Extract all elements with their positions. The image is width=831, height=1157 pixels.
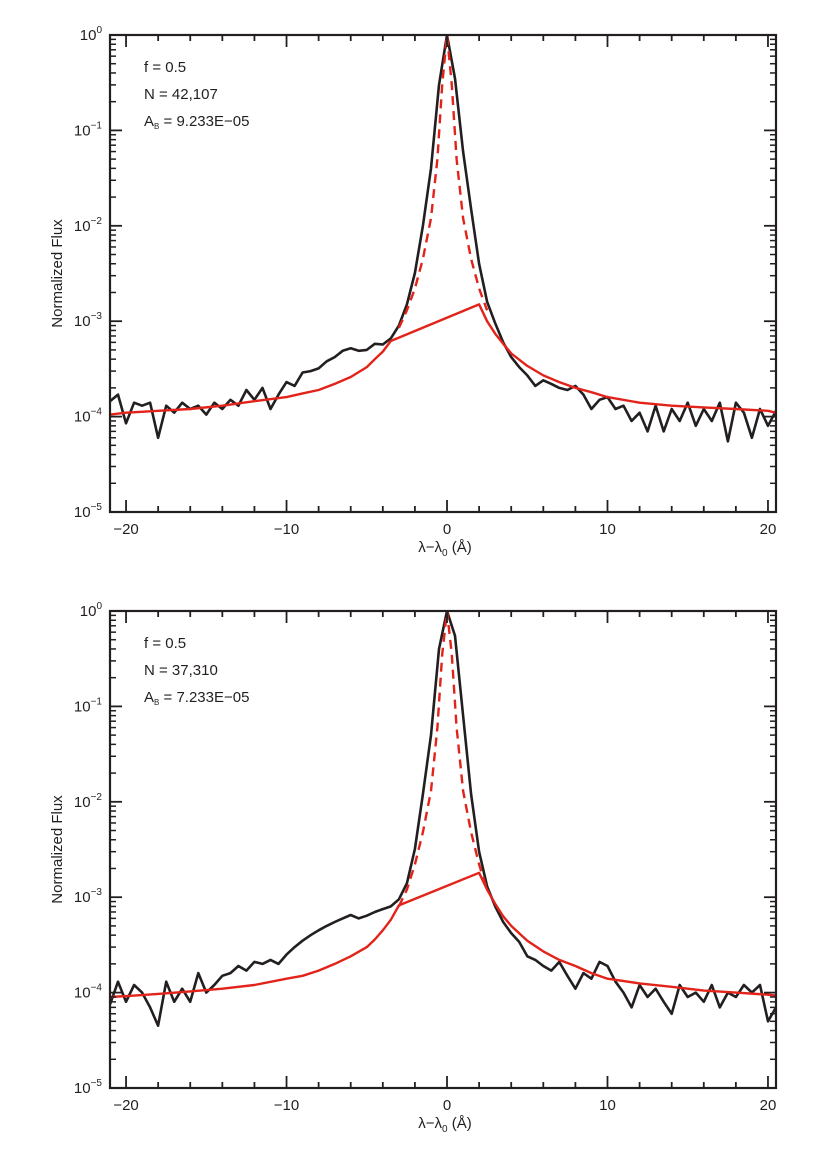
y-tick-label: 100 <box>80 601 103 620</box>
x-tick-label: −20 <box>113 521 138 538</box>
annotation-text: f = 0.5 <box>144 59 186 76</box>
y-tick-label: 10−1 <box>74 696 103 715</box>
x-tick-label: 10 <box>599 1097 616 1114</box>
annotation-text: AB = 9.233E−05 <box>144 113 249 131</box>
y-tick-label: 100 <box>80 25 103 44</box>
y-tick-label: 10−5 <box>74 502 103 521</box>
y-axis-title: Normalized Flux <box>49 219 66 328</box>
x-tick-label: 0 <box>443 521 451 538</box>
observed-flux-line <box>110 35 776 443</box>
x-tick-label: −10 <box>274 1097 299 1114</box>
y-tick-label: 10−5 <box>74 1078 103 1097</box>
x-axis-title: λ−λ0 (Å) <box>418 1115 472 1135</box>
annotation-text: f = 0.5 <box>144 635 186 652</box>
y-tick-label: 10−4 <box>74 407 103 426</box>
observed-flux-line <box>110 611 776 1027</box>
y-tick-label: 10−2 <box>74 216 103 235</box>
x-tick-label: 0 <box>443 1097 451 1114</box>
plot-frame <box>108 609 778 1090</box>
y-tick-label: 10−3 <box>74 887 103 906</box>
annotation-text: N = 37,310 <box>144 662 218 679</box>
plot-frame <box>108 33 778 514</box>
x-tick-label: 10 <box>599 521 616 538</box>
series-group <box>110 611 776 1027</box>
annotation-text: AB = 7.233E−05 <box>144 689 249 707</box>
y-tick-label: 10−4 <box>74 983 103 1002</box>
model-core-dashed-line <box>397 35 489 329</box>
y-tick-label: 10−2 <box>74 792 103 811</box>
bottom-spectrum-plot: −20 −10 0 10 20 10−5 10−4 10−3 10−2 10−1 100 λ−λ0 (… <box>49 601 778 1135</box>
x-tick-label: −10 <box>274 521 299 538</box>
y-tick-label: 10−3 <box>74 311 103 330</box>
model-fit-line <box>110 303 776 416</box>
model-fit-line <box>110 871 776 999</box>
model-core-dashed-line <box>397 611 489 907</box>
x-tick-label: 20 <box>760 1097 777 1114</box>
x-axis-title: λ−λ0 (Å) <box>418 539 472 559</box>
x-tick-label: −20 <box>113 1097 138 1114</box>
series-group <box>110 35 776 443</box>
annotation-text: N = 42,107 <box>144 86 218 103</box>
y-tick-label: 10−1 <box>74 120 103 139</box>
top-spectrum-plot: −20 −10 0 10 20 10−5 10−4 10−3 10−2 10−1 100 λ−λ0 (… <box>49 25 778 559</box>
y-axis-title: Normalized Flux <box>49 795 66 904</box>
x-tick-label: 20 <box>760 521 777 538</box>
